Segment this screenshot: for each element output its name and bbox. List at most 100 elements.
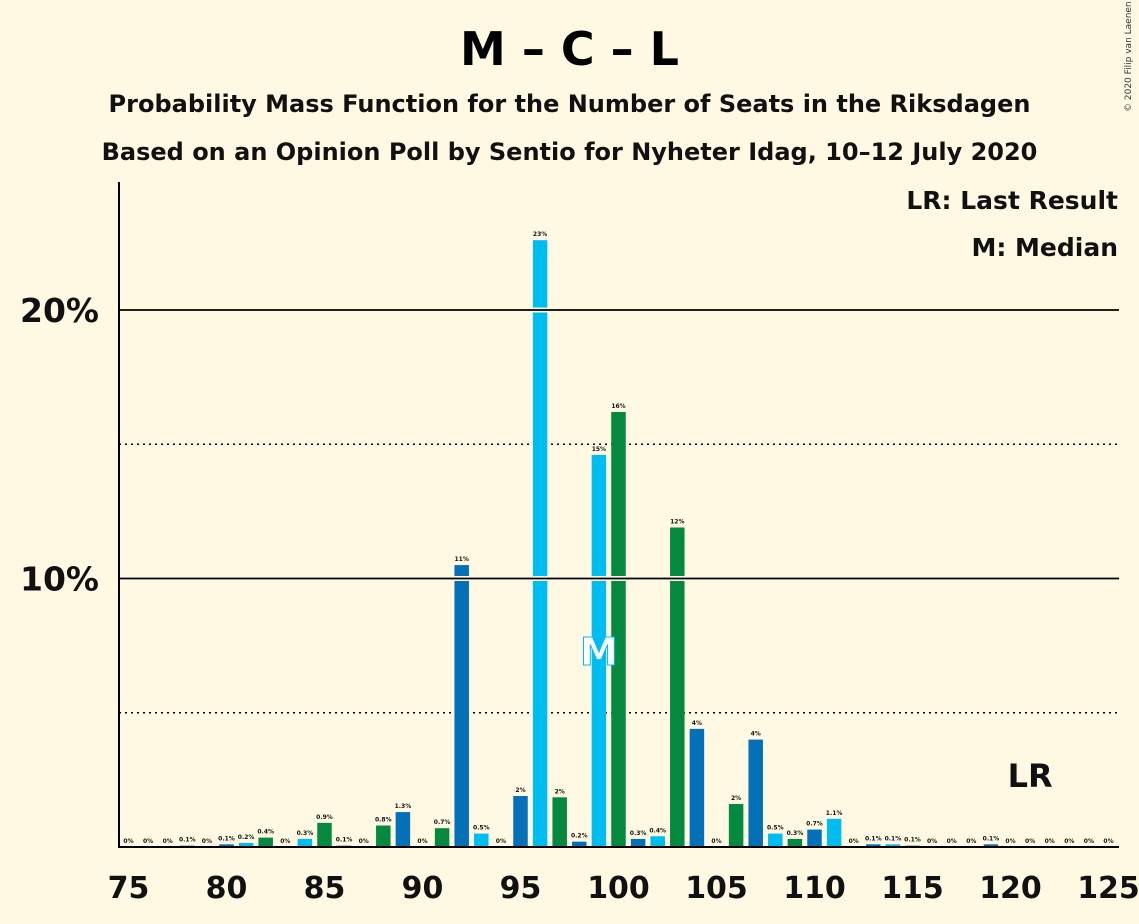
bar-label-seat-125: 0% xyxy=(1103,838,1113,845)
x-tick-label: 120 xyxy=(979,871,1042,906)
bar-seat-111 xyxy=(826,818,842,847)
bar-seat-80 xyxy=(219,844,234,847)
bar-label-seat-93: 0.5% xyxy=(473,825,490,832)
bar-label-seat-117: 0% xyxy=(947,838,957,845)
bar-seat-92 xyxy=(454,565,469,847)
bar-label-seat-92: 11% xyxy=(455,556,469,563)
bar-label-seat-123: 0% xyxy=(1064,838,1074,845)
bar-label-seat-98: 0.2% xyxy=(571,833,588,840)
median-marker: M xyxy=(580,630,618,674)
bar-label-seat-115: 0.1% xyxy=(904,837,921,844)
bar-seat-82 xyxy=(258,837,273,847)
bar-label-seat-94: 0% xyxy=(496,838,506,845)
bar-seat-85 xyxy=(317,822,332,847)
bar-label-seat-84: 0.3% xyxy=(297,830,314,837)
bar-label-seat-83: 0% xyxy=(280,838,290,845)
bar-label-seat-79: 0% xyxy=(202,838,212,845)
bar-seat-84 xyxy=(297,838,313,847)
bar-label-seat-75: 0% xyxy=(123,838,133,845)
bar-seat-96 xyxy=(532,240,548,847)
x-tick-label: 80 xyxy=(206,871,248,906)
bar-seat-110 xyxy=(807,829,822,847)
bar-seat-99 xyxy=(591,454,607,847)
bar-seat-91 xyxy=(434,828,450,847)
bar-label-seat-112: 0% xyxy=(849,838,859,845)
bar-label-seat-95: 2% xyxy=(515,787,525,794)
bar-seat-106 xyxy=(728,804,744,847)
bar-seat-103 xyxy=(670,527,685,847)
chart-subtitle-1: Probability Mass Function for the Number… xyxy=(108,90,1031,118)
bar-seat-101 xyxy=(630,838,646,847)
bar-seat-119 xyxy=(983,844,999,847)
legend-median: M: Median xyxy=(971,233,1118,262)
legend-last-result: LR: Last Result xyxy=(906,186,1118,215)
bar-label-seat-103: 12% xyxy=(670,518,684,525)
bar-label-seat-122: 0% xyxy=(1045,838,1055,845)
bar-label-seat-96: 23% xyxy=(533,231,547,238)
bar-label-seat-111: 1.1% xyxy=(826,810,843,817)
bar-label-seat-109: 0.3% xyxy=(787,830,804,837)
x-tick-label: 125 xyxy=(1077,871,1139,906)
bar-label-seat-105: 0% xyxy=(711,838,721,845)
bar-label-seat-110: 0.7% xyxy=(806,821,823,828)
bar-label-seat-97: 2% xyxy=(555,788,565,795)
bar-label-seat-80: 0.1% xyxy=(218,835,235,842)
bar-label-seat-91: 0.7% xyxy=(434,819,451,826)
bar-seat-98 xyxy=(572,841,587,847)
bar-label-seat-85: 0.9% xyxy=(316,814,333,821)
bar-label-seat-114: 0.1% xyxy=(885,835,902,842)
bar-seat-95 xyxy=(513,795,528,847)
bar-seat-107 xyxy=(748,739,763,847)
bar-label-seat-121: 0% xyxy=(1025,838,1035,845)
bar-label-seat-82: 0.4% xyxy=(257,829,274,836)
x-tick-label: 75 xyxy=(108,871,150,906)
bar-label-seat-81: 0.2% xyxy=(238,834,255,841)
bar-label-seat-107: 4% xyxy=(751,731,761,738)
bar-label-seat-120: 0% xyxy=(1005,838,1015,845)
chart-title: M – C – L xyxy=(460,22,679,76)
x-tick-label: 95 xyxy=(500,871,542,906)
bar-seat-114 xyxy=(885,844,901,847)
bar-seat-104 xyxy=(689,728,705,847)
bar-label-seat-113: 0.1% xyxy=(865,835,882,842)
bar-label-seat-78: 0.1% xyxy=(179,837,196,844)
bar-label-seat-77: 0% xyxy=(163,838,173,845)
bar-label-seat-124: 0% xyxy=(1084,838,1094,845)
x-tick-label: 90 xyxy=(402,871,444,906)
x-tick-label: 115 xyxy=(881,871,944,906)
bar-seat-109 xyxy=(787,838,803,847)
bar-label-seat-108: 0.5% xyxy=(767,825,784,832)
bar-seat-89 xyxy=(395,812,411,847)
bar-label-seat-76: 0% xyxy=(143,838,153,845)
bar-seat-102 xyxy=(650,836,665,847)
x-tick-label: 110 xyxy=(783,871,846,906)
bar-label-seat-90: 0% xyxy=(417,838,427,845)
bar-label-seat-99: 15% xyxy=(592,446,606,453)
x-tick-label: 85 xyxy=(304,871,346,906)
bar-label-seat-116: 0% xyxy=(927,838,937,845)
chart-subtitle-2: Based on an Opinion Poll by Sentio for N… xyxy=(101,138,1038,166)
bar-label-seat-118: 0% xyxy=(966,838,976,845)
y-tick-label: 20% xyxy=(20,291,99,330)
bar-label-seat-102: 0.4% xyxy=(649,827,666,834)
bar-label-seat-106: 2% xyxy=(731,795,741,802)
last-result-marker: LR xyxy=(1008,757,1053,795)
bar-label-seat-101: 0.3% xyxy=(630,830,647,837)
x-tick-label: 105 xyxy=(685,871,748,906)
bar-label-seat-100: 16% xyxy=(611,403,625,410)
bar-label-seat-89: 1.3% xyxy=(395,803,412,810)
bar-label-seat-104: 4% xyxy=(692,720,702,727)
bar-label-seat-87: 0% xyxy=(359,838,369,845)
bar-seat-113 xyxy=(866,844,881,847)
bar-seat-100 xyxy=(611,412,626,847)
bar-label-seat-86: 0.1% xyxy=(336,837,353,844)
bar-seat-81 xyxy=(238,842,254,847)
bar-seat-88 xyxy=(376,825,391,847)
x-tick-label: 100 xyxy=(587,871,650,906)
bar-label-seat-88: 0.8% xyxy=(375,817,392,824)
bar-seat-93 xyxy=(474,833,489,847)
bar-seat-97 xyxy=(552,797,567,847)
y-tick-label: 10% xyxy=(20,560,99,599)
bar-seat-108 xyxy=(768,833,783,847)
